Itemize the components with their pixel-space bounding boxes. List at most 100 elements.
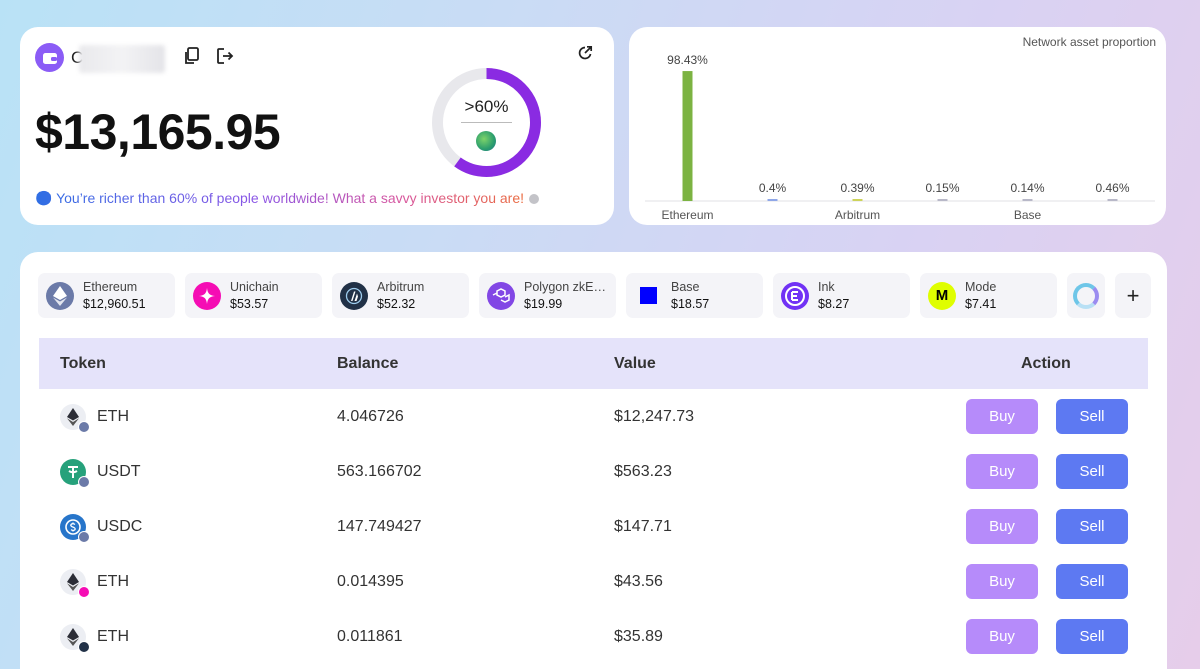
logout-icon[interactable] (215, 46, 235, 66)
bar-5[interactable] (1107, 199, 1118, 201)
bar-value-label: 0.39% (840, 181, 874, 195)
arbitrum-icon (340, 281, 368, 310)
table-row: USDC 147.749427 $147.71 Buy Sell (39, 499, 1148, 554)
buy-button[interactable]: Buy (966, 564, 1038, 599)
sell-button[interactable]: Sell (1056, 399, 1128, 434)
bar-1[interactable] (767, 199, 778, 201)
bar-value-label: 0.46% (1095, 181, 1129, 195)
chain-name: Arbitrum (377, 280, 425, 294)
chain-tab-base[interactable]: Base $18.57 (626, 273, 763, 318)
polygon-icon (487, 281, 515, 310)
divider (461, 122, 512, 123)
wallet-icon (35, 43, 64, 72)
bar-4[interactable] (1022, 199, 1033, 201)
eth-token-icon (60, 403, 90, 433)
unichain-icon (193, 281, 221, 310)
token-value: $12,247.73 (614, 407, 695, 425)
eth-token-icon (60, 623, 90, 653)
network-proportion-card: Network asset proportion 98.43% Ethereum 0… (629, 27, 1166, 225)
header-token: Token (60, 354, 106, 372)
token-value: $43.56 (614, 572, 663, 590)
token-cell: ETH (60, 403, 129, 433)
token-cell: ETH (60, 623, 129, 653)
chain-tab-polygon-zke[interactable]: Polygon zkE… $19.99 (479, 273, 616, 318)
chain-text: Arbitrum $52.32 (377, 280, 424, 311)
mode-icon: M (928, 281, 956, 310)
total-balance: $13,165.95 (35, 104, 281, 160)
chain-name: Ink (818, 280, 835, 294)
buy-button[interactable]: Buy (966, 619, 1038, 654)
address-redaction-blur (79, 44, 165, 73)
percentile-label: >60% (464, 97, 509, 116)
category-label: Ethereum (661, 208, 713, 222)
buy-button[interactable]: Buy (966, 399, 1038, 434)
chart-title: Network asset proportion (1022, 35, 1156, 49)
table-row: ETH 0.011861 $35.89 Buy Sell (39, 609, 1148, 664)
arbitrum-badge-icon (78, 640, 90, 653)
ring-chain-icon (1073, 282, 1099, 309)
chain-text: Base $18.57 (671, 280, 709, 311)
chain-value: $18.57 (671, 297, 710, 311)
percentile-donut (432, 68, 541, 177)
network-bar-chart: 98.43% Ethereum 0.4% 0.39% Arbitrum 0.15% 0.14… (645, 53, 1155, 222)
chain-tab-ink[interactable]: Ink $8.27 (773, 273, 910, 318)
chain-name: Unichain (230, 280, 279, 294)
token-value: $35.89 (614, 627, 663, 645)
ethereum-badge-icon (78, 530, 90, 543)
token-value: $147.71 (614, 517, 672, 535)
bar-value-label: 0.4% (759, 181, 787, 195)
buy-button[interactable]: Buy (966, 509, 1038, 544)
chain-name: Base (671, 280, 700, 294)
bar-3[interactable] (937, 199, 948, 201)
chain-text: Mode $7.41 (965, 280, 996, 311)
wallet-address: C (71, 44, 166, 73)
token-symbol: ETH (97, 407, 129, 425)
richer-message: 🤩 You’re richer than 60% of people world… (35, 190, 540, 207)
sell-button[interactable]: Sell (1056, 619, 1128, 654)
bar-2[interactable] (852, 199, 863, 201)
header-action: Action (1021, 354, 1071, 372)
sell-button[interactable]: Sell (1056, 454, 1128, 489)
sell-button[interactable]: Sell (1056, 564, 1128, 599)
usdt-token-icon (60, 458, 90, 488)
chain-value: $12,960.51 (83, 297, 146, 311)
chain-text: Unichain $53.57 (230, 280, 279, 311)
more-chains-button[interactable] (1067, 273, 1105, 318)
sell-button[interactable]: Sell (1056, 509, 1128, 544)
richer-message-text: 🤩 You’re richer than 60% of people world… (35, 190, 525, 206)
token-symbol: ETH (97, 627, 129, 645)
table-row: USDT 563.166702 $563.23 Buy Sell (39, 444, 1148, 499)
category-label: Base (1014, 208, 1042, 222)
token-balance: 0.014395 (337, 572, 404, 590)
token-balance: 147.749427 (337, 517, 422, 535)
chain-tab-unichain[interactable]: Unichain $53.57 (185, 273, 322, 318)
bar-value-label: 0.15% (925, 181, 959, 195)
ethereum-badge-icon (78, 475, 90, 488)
ethereum-icon (46, 281, 74, 310)
table-row: ETH 4.046726 $12,247.73 Buy Sell (39, 389, 1148, 444)
chain-value: $52.32 (377, 297, 416, 311)
add-chain-button[interactable]: + (1115, 273, 1151, 318)
usdc-token-icon (60, 513, 90, 543)
ink-icon (781, 281, 809, 310)
table-header: Token Balance Value Action (39, 338, 1148, 389)
bar-0[interactable] (682, 71, 693, 201)
table-row: ETH 0.014395 $43.56 Buy Sell (39, 554, 1148, 609)
header-value: Value (614, 354, 656, 372)
base-icon (634, 282, 662, 310)
chain-tab-arbitrum[interactable]: Arbitrum $52.32 (332, 273, 469, 318)
chain-value: $7.41 (965, 297, 997, 311)
copy-icon[interactable] (181, 46, 201, 66)
external-link-icon[interactable] (575, 43, 595, 63)
info-icon[interactable] (529, 193, 540, 204)
chain-text: Ink $8.27 (818, 280, 849, 311)
chain-tab-ethereum[interactable]: Ethereum $12,960.51 (38, 273, 175, 318)
chain-text: Polygon zkE… $19.99 (524, 280, 606, 311)
globe-icon (476, 131, 496, 151)
buy-button[interactable]: Buy (966, 454, 1038, 489)
token-cell: ETH (60, 568, 129, 598)
chain-name: Polygon zkE… (524, 280, 606, 294)
header-balance: Balance (337, 354, 399, 372)
chain-tab-mode[interactable]: M Mode $7.41 (920, 273, 1057, 318)
eth-token-icon (60, 568, 90, 598)
